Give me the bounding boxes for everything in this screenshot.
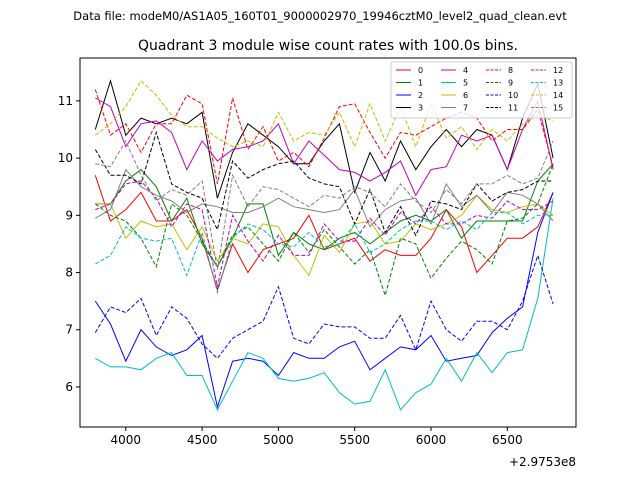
x-offset-label: +2.9753e8: [509, 455, 576, 469]
legend-label-3: 3: [418, 104, 423, 113]
y-tick-label: 7: [65, 323, 73, 337]
series-line-14: [95, 80, 554, 151]
series-line-2: [94, 192, 554, 409]
legend-label-15: 15: [553, 104, 563, 113]
x-tick-label: 4500: [187, 433, 218, 447]
x-tick-label: 6000: [416, 433, 447, 447]
legend-label-4: 4: [463, 66, 468, 75]
chart-title: Quadrant 3 module wise count rates with …: [138, 38, 518, 54]
series-layer: [94, 79, 554, 411]
legend-label-5: 5: [463, 79, 468, 88]
y-tick-label: 6: [65, 380, 73, 394]
legend-label-10: 10: [508, 91, 518, 100]
series-line-5: [95, 198, 554, 411]
series-line-11: [94, 130, 554, 237]
legend-label-6: 6: [463, 91, 468, 100]
legend-label-11: 11: [508, 104, 518, 113]
plot-area-frame: [79, 57, 577, 428]
series-line-15: [95, 139, 554, 270]
legend-label-14: 14: [553, 91, 563, 100]
x-tick-label: 6500: [492, 433, 523, 447]
series-line-10: [94, 253, 554, 360]
series-line-4: [95, 97, 554, 197]
x-tick-label: 5500: [339, 433, 370, 447]
legend-label-12: 12: [553, 66, 563, 75]
legend-box: [390, 61, 573, 119]
legend-label-8: 8: [508, 66, 513, 75]
x-tick-label: 5000: [263, 433, 294, 447]
series-line-7: [95, 168, 554, 228]
datafile-label: Data file: modeM0/AS1A05_160T01_90000029…: [73, 9, 567, 23]
legend-label-0: 0: [418, 66, 423, 75]
series-line-9: [95, 163, 554, 298]
series-line-1: [95, 163, 554, 268]
legend-label-2: 2: [418, 91, 423, 100]
legend-label-9: 9: [508, 79, 513, 88]
y-tick-label: 10: [58, 151, 73, 165]
series-line-12: [95, 180, 554, 287]
legend-label-7: 7: [463, 104, 468, 113]
legend-label-1: 1: [418, 79, 423, 88]
x-tick-label: 4000: [111, 433, 142, 447]
y-tick-label: 8: [65, 266, 73, 280]
y-tick-label: 9: [65, 208, 73, 222]
axes-layer: 4000 4500 5000 5500 6000 6500 6 7 8 9 10 11: [58, 94, 523, 447]
series-line-3: [94, 79, 554, 199]
legend-label-13: 13: [553, 79, 563, 88]
y-tick-label: 11: [58, 94, 73, 108]
